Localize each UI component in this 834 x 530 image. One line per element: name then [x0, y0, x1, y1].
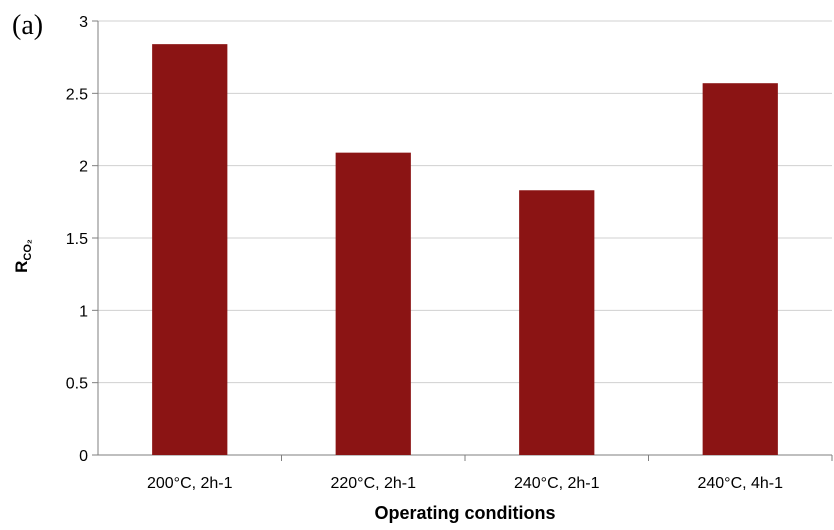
panel-label: (a) [12, 10, 44, 41]
y-tick-label: 0 [79, 448, 88, 465]
x-tick-label: 220°C, 2h-1 [330, 475, 416, 492]
x-tick-label: 200°C, 2h-1 [147, 475, 233, 492]
y-tick-label: 1.5 [66, 231, 88, 248]
y-tick-label: 1 [79, 303, 88, 320]
x-tick-label: 240°C, 4h-1 [697, 475, 783, 492]
y-tick-label: 0.5 [66, 376, 88, 393]
bar [152, 44, 228, 455]
bar [702, 83, 778, 455]
bar [519, 190, 595, 455]
x-tick-label: 240°C, 2h-1 [514, 475, 600, 492]
y-tick-label: 3 [79, 14, 88, 31]
bar [335, 152, 411, 455]
y-tick-label: 2.5 [66, 86, 88, 103]
y-tick-label: 2 [79, 159, 88, 176]
x-axis-label: Operating conditions [374, 503, 556, 523]
